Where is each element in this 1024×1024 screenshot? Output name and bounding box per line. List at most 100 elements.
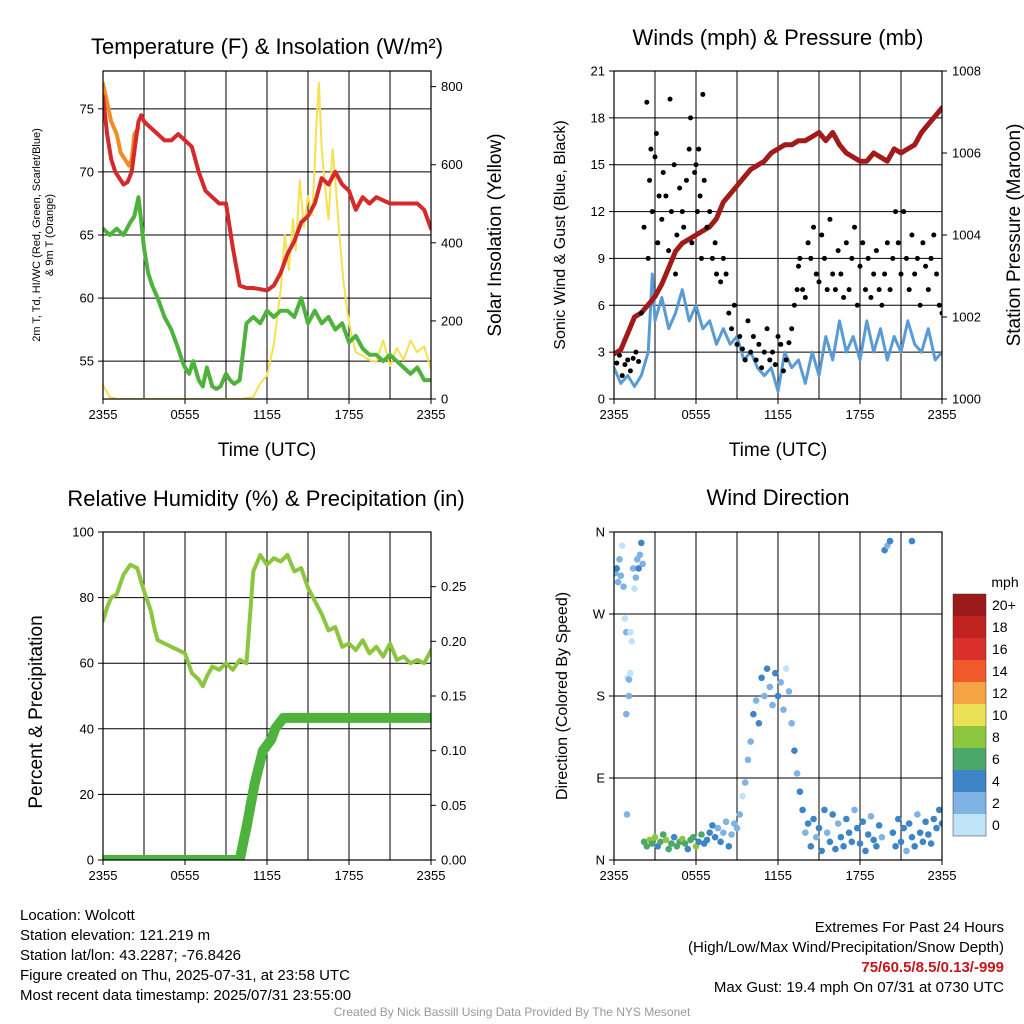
gust-point bbox=[666, 248, 672, 254]
gust-point bbox=[857, 263, 863, 269]
direction-point bbox=[670, 833, 678, 841]
y-axis-label: 2m T, Td, HI/WC (Red, Green, Scarlet/Blu… bbox=[31, 128, 43, 342]
gust-point bbox=[697, 193, 703, 199]
direction-point bbox=[769, 701, 776, 709]
colorbar-swatch bbox=[953, 638, 986, 660]
series-temp bbox=[103, 81, 431, 399]
gust-point bbox=[756, 341, 762, 347]
x-tick-label: 1155 bbox=[764, 868, 792, 883]
colorbar-label: 4 bbox=[992, 773, 1000, 789]
gust-point bbox=[633, 349, 639, 355]
direction-point bbox=[631, 585, 638, 592]
direction-point bbox=[725, 843, 733, 850]
gust-point bbox=[865, 255, 871, 261]
direction-point bbox=[892, 843, 899, 850]
direction-point bbox=[922, 818, 929, 826]
direction-point bbox=[908, 537, 916, 545]
direction-point bbox=[643, 843, 651, 850]
x-tick-label: 2355 bbox=[928, 407, 957, 422]
direction-point bbox=[933, 824, 940, 832]
gust-point bbox=[852, 224, 858, 230]
gust-point bbox=[794, 287, 800, 293]
direction-point bbox=[791, 747, 798, 754]
direction-point bbox=[897, 838, 905, 846]
gust-point bbox=[622, 362, 628, 368]
direction-point bbox=[627, 669, 634, 677]
direction-point bbox=[905, 820, 913, 827]
colorbar-swatch bbox=[953, 682, 986, 704]
gust-point bbox=[783, 357, 789, 363]
latlon-text: Station lat/lon: 43.2287; -76.8426 bbox=[20, 947, 242, 964]
gust-point bbox=[647, 177, 653, 183]
y2-tick-label: 1000 bbox=[952, 392, 981, 407]
gust-point bbox=[811, 224, 817, 230]
direction-point bbox=[659, 831, 667, 838]
direction-point bbox=[625, 692, 633, 700]
credit-text: Created By Nick Bassill Using Data Provi… bbox=[333, 1005, 691, 1019]
gust-point bbox=[659, 216, 665, 222]
gust-point bbox=[688, 115, 694, 121]
gust-point bbox=[846, 287, 852, 293]
series-line-temp-3 bbox=[103, 195, 431, 391]
extremes-info: Extremes For Past 24 Hours (High/Low/Max… bbox=[688, 918, 1004, 998]
direction-point bbox=[689, 833, 697, 841]
gust-point bbox=[753, 357, 759, 363]
y-tick-label: N bbox=[596, 853, 605, 868]
direction-point bbox=[875, 822, 883, 829]
direction-point bbox=[706, 829, 713, 836]
direction-point bbox=[796, 788, 804, 795]
direction-point bbox=[864, 831, 872, 838]
gust-point bbox=[832, 287, 838, 293]
direction-point bbox=[780, 706, 787, 713]
direction-point bbox=[623, 811, 631, 818]
direction-point bbox=[818, 847, 826, 855]
gust-point bbox=[671, 162, 677, 168]
gust-point bbox=[667, 96, 673, 102]
gust-point bbox=[641, 224, 647, 230]
gust-point bbox=[745, 318, 751, 324]
direction-point bbox=[873, 843, 880, 850]
direction-point bbox=[851, 806, 858, 814]
direction-point bbox=[829, 811, 836, 818]
gust-point bbox=[920, 240, 926, 246]
colorbar-label: 20+ bbox=[992, 597, 1016, 613]
gust-point bbox=[636, 359, 642, 365]
y-tick-label: 60 bbox=[80, 656, 94, 671]
direction-point bbox=[739, 792, 746, 800]
gust-point bbox=[704, 224, 710, 230]
gust-point bbox=[917, 302, 923, 308]
gust-point bbox=[653, 130, 659, 136]
y-tick-label: 3 bbox=[598, 345, 605, 360]
y-tick-label: 100 bbox=[72, 525, 94, 540]
y2-tick-label: 800 bbox=[441, 79, 463, 94]
y-tick-label: 15 bbox=[591, 157, 605, 172]
direction-point bbox=[625, 676, 633, 683]
colorbar-label: 16 bbox=[992, 641, 1008, 657]
gust-point bbox=[780, 368, 786, 374]
gust-point bbox=[778, 341, 784, 347]
direction-point bbox=[698, 831, 705, 838]
direction-point bbox=[657, 838, 664, 846]
direction-point bbox=[938, 820, 942, 827]
gust-point bbox=[791, 302, 797, 308]
direction-point bbox=[900, 824, 908, 832]
direction-point bbox=[782, 665, 790, 672]
direction-point bbox=[853, 824, 861, 832]
gust-point bbox=[683, 177, 689, 183]
gust-point bbox=[709, 255, 715, 261]
y-tick-label: 20 bbox=[80, 787, 94, 802]
direction-point bbox=[930, 815, 938, 823]
gust-point bbox=[655, 240, 661, 246]
x-tick-label: 1755 bbox=[846, 407, 875, 422]
y-tick-label: 9 bbox=[598, 251, 605, 266]
direction-point bbox=[894, 815, 902, 823]
x-tick-label: 0555 bbox=[171, 868, 200, 883]
direction-point bbox=[614, 578, 622, 586]
gust-point bbox=[739, 346, 745, 352]
direction-point bbox=[919, 838, 927, 846]
gust-point bbox=[827, 216, 833, 222]
grid-rh bbox=[103, 531, 431, 861]
colorbar-label: 0 bbox=[992, 817, 1000, 833]
direction-point bbox=[870, 836, 877, 844]
